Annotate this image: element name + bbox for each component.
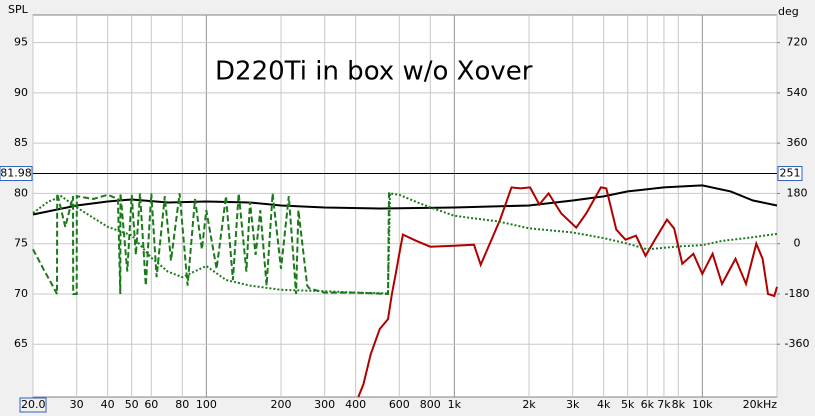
- y-tick-label: 75: [14, 237, 28, 250]
- x-tick-label: 5k: [621, 398, 635, 411]
- x-tick-label: 60: [144, 398, 158, 411]
- y-tick-label: 95: [14, 36, 28, 49]
- x-tick-label: 8k: [672, 398, 686, 411]
- y-axis-label: SPL: [8, 3, 29, 16]
- y-tick-label: 85: [14, 136, 28, 149]
- x-tick-label: 30: [70, 398, 84, 411]
- y2-tick-label: -360: [785, 337, 810, 350]
- chart-title: D220Ti in box w/o Xover: [215, 57, 533, 87]
- x-tick-label: 20kHz: [743, 398, 778, 411]
- x-tick-label: 10k: [692, 398, 713, 411]
- x-tick-label: 100: [196, 398, 217, 411]
- y-tick-label: 70: [14, 287, 28, 300]
- x-tick-label: 4k: [597, 398, 611, 411]
- series-line: [32, 184, 778, 216]
- y2-tick-label: 540: [787, 86, 808, 99]
- series-line: [32, 192, 778, 295]
- y2-tick-label: 180: [787, 186, 808, 199]
- cursor-y2-label: 251: [780, 167, 801, 180]
- x-tick-label: 400: [345, 398, 366, 411]
- x-tick-label: 600: [389, 398, 410, 411]
- x-tick-label: 20.0: [21, 398, 46, 411]
- y2-tick-label: 360: [787, 136, 808, 149]
- cursor-box: [777, 166, 803, 182]
- y2-tick-label: 0: [794, 237, 801, 250]
- series-line: [357, 186, 778, 398]
- x-tick-label: 300: [314, 398, 335, 411]
- x-tick-label: 200: [271, 398, 292, 411]
- plot-area: [32, 14, 778, 398]
- y-tick-label: 65: [14, 337, 28, 350]
- x-tick-label: 7k: [657, 398, 671, 411]
- cursor-box: [19, 397, 47, 413]
- cursor-box: [0, 166, 33, 182]
- x-tick-label: 1k: [448, 398, 462, 411]
- y-tick-label: 80: [14, 186, 28, 199]
- y2-tick-label: 720: [787, 36, 808, 49]
- y-tick-label: 90: [14, 86, 28, 99]
- cursor-y-label: 81.98: [0, 167, 32, 180]
- series-line: [32, 192, 392, 296]
- x-tick-label: 2k: [522, 398, 536, 411]
- x-tick-label: 3k: [566, 398, 580, 411]
- x-tick-label: 50: [125, 398, 139, 411]
- y2-axis-label: deg: [778, 5, 799, 18]
- x-tick-label: 6k: [641, 398, 655, 411]
- x-tick-label: 80: [175, 398, 189, 411]
- x-tick-label: 40: [101, 398, 115, 411]
- x-tick-label: 800: [420, 398, 441, 411]
- y2-tick-label: -180: [785, 287, 810, 300]
